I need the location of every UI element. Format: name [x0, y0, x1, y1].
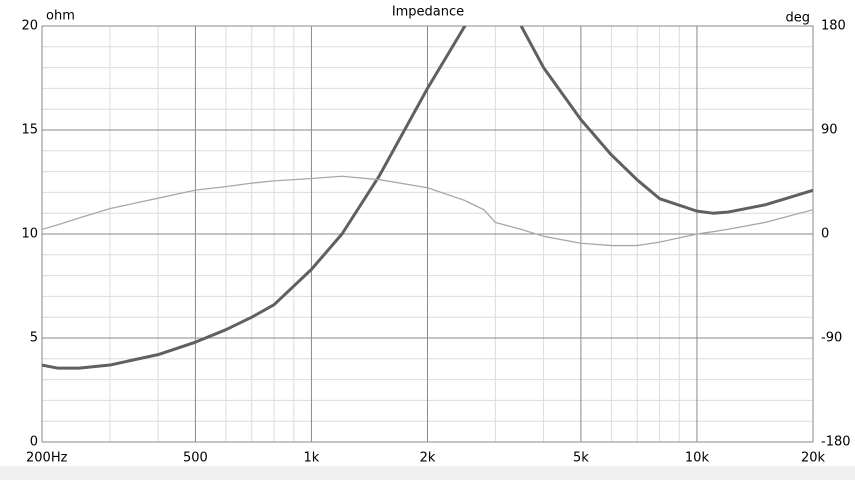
y2-tick-label: 180 [821, 19, 846, 34]
y-tick-label: 5 [30, 331, 38, 346]
y2-axis-label: deg [785, 11, 810, 26]
y-tick-label: 10 [21, 227, 38, 242]
y2-tick-label: 0 [821, 227, 829, 242]
chart-title: Impedance [392, 5, 464, 20]
y-tick-label: 20 [21, 19, 38, 34]
y-tick-label: 0 [30, 435, 38, 450]
x-tick-label: 500 [183, 451, 208, 466]
x-tick-label: 5k [573, 451, 589, 466]
series-line [42, 26, 813, 370]
series-line [42, 175, 813, 247]
y2-tick-label: -180 [821, 435, 851, 450]
y2-tick-label: -90 [821, 331, 842, 346]
y-axis-label: ohm [46, 9, 75, 24]
y2-tick-label: 90 [821, 123, 838, 138]
x-tick-label: 1k [304, 451, 320, 466]
x-tick-label: 200Hz [26, 451, 68, 466]
x-tick-label: 2k [420, 451, 436, 466]
x-tick-label: 10k [685, 451, 710, 466]
plot-frame [41, 25, 814, 443]
status-strip [0, 466, 855, 480]
y-tick-label: 15 [21, 123, 38, 138]
x-tick-label: 20k [801, 451, 826, 466]
